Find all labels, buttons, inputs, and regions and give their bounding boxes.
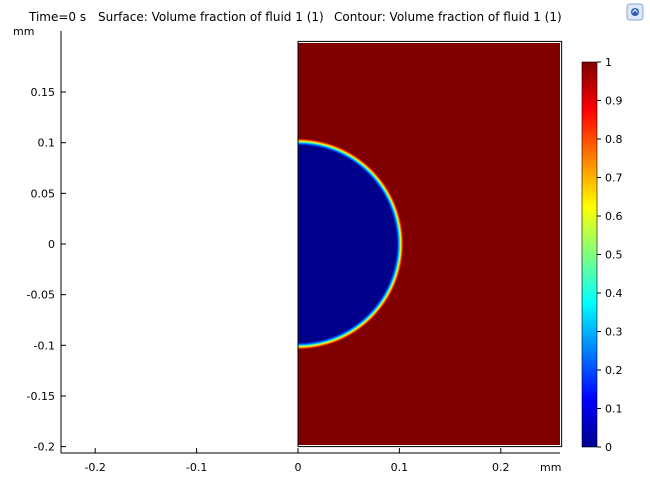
bubble-fluid2: [298, 138, 404, 350]
time-label: Time=0 s: [29, 10, 87, 24]
y-tick-label: -0.2: [34, 441, 55, 454]
x-axis-unit: mm: [540, 461, 561, 474]
colorbar-tick-label: 0.9: [605, 95, 623, 108]
y-tick-label: -0.1: [34, 339, 55, 352]
colorbar-tick-label: 0.4: [605, 287, 623, 300]
surface-title: Surface: Volume fraction of fluid 1 (1): [98, 10, 324, 24]
colorbar-tick-label: 1: [605, 56, 612, 69]
y-axis-unit: mm: [13, 25, 34, 38]
colorbar-tick-label: 0.5: [605, 249, 623, 262]
axes-frame: [60, 31, 560, 454]
coordinate-triad-icon[interactable]: [626, 3, 644, 21]
colorbar-tick-label: 0.2: [605, 364, 623, 377]
y-tick-label: 0.1: [38, 137, 56, 150]
y-tick-label: -0.05: [27, 289, 55, 302]
colorbar: 1 0.9 0.8 0.7 0.6 0.5 0.4 0.3 0.2 0.1 0: [581, 56, 623, 454]
colorbar-tick-label: 0: [605, 441, 612, 454]
y-axis: 0.15 0.1 0.05 0 -0.05 -0.1 -0.15 -0.2: [27, 86, 66, 454]
y-tick-label: 0.05: [31, 187, 56, 200]
x-tick-label: 0.2: [492, 461, 510, 474]
domain-boundary: [297, 40, 563, 448]
colorbar-gradient: [581, 61, 598, 448]
y-tick-label: 0: [48, 238, 55, 251]
colorbar-tick-label: 0.7: [605, 172, 623, 185]
x-tick-label: 0: [295, 461, 302, 474]
x-tick-label: -0.2: [84, 461, 105, 474]
colorbar-tick-label: 0.1: [605, 403, 623, 416]
contour-title: Contour: Volume fraction of fluid 1 (1): [334, 10, 562, 24]
x-tick-label: -0.1: [186, 461, 207, 474]
colorbar-tick-label: 0.6: [605, 210, 623, 223]
volume-fraction-surface: [298, 43, 560, 445]
colorbar-tick-label: 0.8: [605, 133, 623, 146]
colorbar-tick-label: 0.3: [605, 326, 623, 339]
y-tick-label: 0.15: [31, 86, 56, 99]
y-tick-label: -0.15: [27, 390, 55, 403]
x-axis: -0.2 -0.1 0 0.1 0.2: [84, 448, 510, 474]
x-tick-label: 0.1: [391, 461, 409, 474]
colorbar-ticks: 1 0.9 0.8 0.7 0.6 0.5 0.4 0.3 0.2 0.1 0: [597, 56, 623, 454]
